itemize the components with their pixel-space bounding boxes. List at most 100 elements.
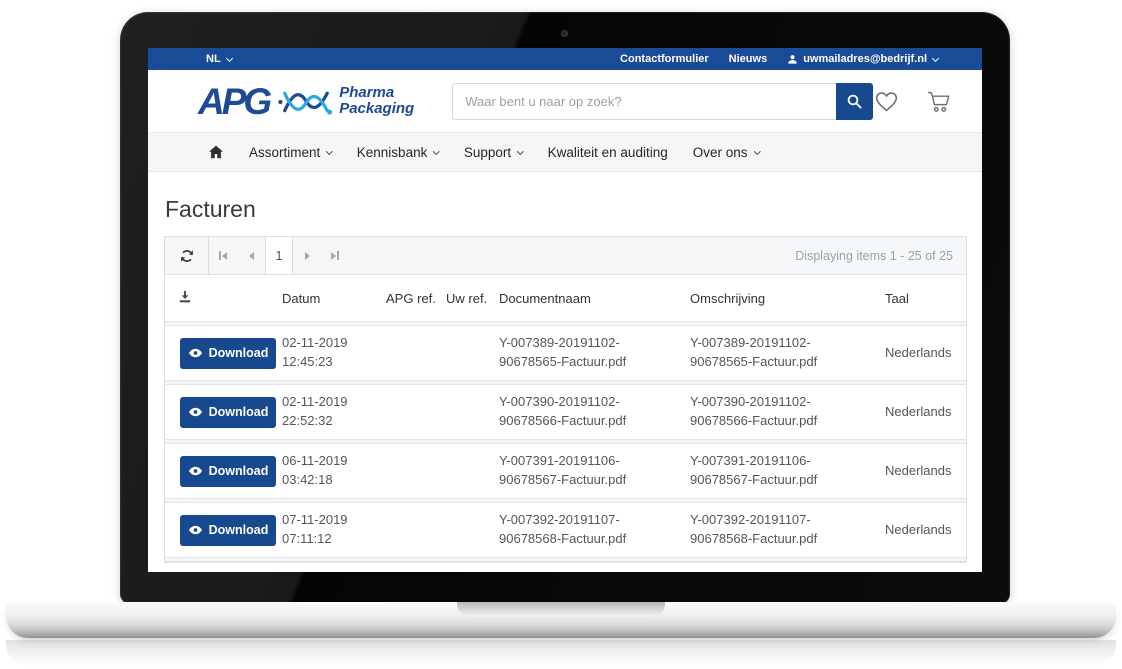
table-header-row: Datum APG ref. Uw ref. Documentnaam Omsc… — [165, 275, 966, 321]
chevron-down-icon — [753, 147, 760, 155]
account-menu[interactable]: uwmailadres@bedrijf.nl — [787, 53, 940, 65]
download-button-label: Download — [208, 464, 269, 478]
logo-line2: Packaging — [339, 100, 415, 117]
nav-label: Kennisbank — [356, 144, 428, 160]
news-link[interactable]: Nieuws — [729, 53, 768, 65]
nav-item-support[interactable]: Support — [463, 144, 524, 160]
nav-label: Kwaliteit en auditing — [547, 144, 668, 160]
nav-home[interactable] — [208, 145, 224, 159]
logo-acronym: APG — [198, 80, 272, 122]
news-link-label: Nieuws — [728, 53, 768, 65]
row-divider — [165, 439, 966, 444]
contact-link-label: Contactformulier — [620, 53, 709, 65]
search-button[interactable] — [836, 82, 874, 120]
invoices-panel: 1 Displaying items 1 - 25 of 25 — [164, 236, 967, 563]
account-email: uwmailadres@bedrijf.nl — [803, 53, 927, 65]
download-button-label: Download — [208, 405, 269, 419]
cell-datum: 02-11-2019 22:52:32 — [282, 394, 348, 428]
last-page-icon — [331, 251, 339, 260]
nav-label: Over ons — [692, 144, 748, 160]
language-selector[interactable]: NL — [206, 53, 233, 65]
home-icon — [209, 145, 223, 159]
cell-documentnaam: Y-007390-20191102- 90678566-Factuur.pdf — [499, 394, 627, 428]
eye-icon — [188, 466, 202, 476]
topbar: NL Contactformulier Nieuws uwmailadres@b… — [148, 48, 982, 70]
current-page-indicator[interactable]: 1 — [265, 237, 293, 274]
previous-page-button[interactable] — [237, 237, 265, 274]
chevron-down-icon — [931, 54, 940, 62]
nav-item-over-ons[interactable]: Over ons — [692, 144, 760, 160]
nav-label: Support — [463, 144, 512, 160]
laptop-screen-frame: NL Contactformulier Nieuws uwmailadres@b… — [120, 12, 1010, 604]
download-button[interactable]: Download — [180, 455, 276, 487]
cell-documentnaam: Y-007391-20191106- 90678567-Factuur.pdf — [499, 453, 627, 487]
cart-button[interactable] — [925, 89, 953, 114]
chevron-down-icon — [433, 147, 440, 155]
last-page-button[interactable] — [321, 237, 349, 274]
wishlist-button[interactable] — [873, 89, 900, 113]
laptop-base-notch — [457, 602, 665, 617]
nav-item-kwaliteit[interactable]: Kwaliteit en auditing — [548, 145, 668, 160]
cell-omschrijving: Y-007392-20191107- 90678568-Factuur.pdf — [690, 512, 818, 546]
col-header-omschrijving: Omschrijving — [690, 290, 766, 306]
previous-page-icon — [248, 251, 254, 260]
laptop-reflection — [6, 640, 1116, 666]
cell-datum: 02-11-2019 12:45:23 — [282, 335, 348, 369]
search-input[interactable] — [452, 82, 837, 120]
invoice-row: Download 02-11-2019 22:52:32 Y-007390-201… — [165, 385, 966, 439]
refresh-button[interactable] — [165, 237, 209, 274]
heart-icon — [876, 92, 898, 112]
first-page-button[interactable] — [209, 237, 237, 274]
nav-item-assortiment[interactable]: Assortiment — [249, 144, 333, 160]
cell-taal: Nederlands — [885, 462, 952, 478]
first-page-icon — [219, 251, 227, 260]
cell-documentnaam: Y-007392-20191107- 90678568-Factuur.pdf — [499, 512, 627, 546]
nav-item-kennisbank[interactable]: Kennisbank — [356, 144, 440, 160]
next-page-icon — [304, 251, 310, 260]
cell-taal: Nederlands — [885, 403, 952, 419]
cell-documentnaam: Y-007389-20191102- 90678565-Factuur.pdf — [499, 335, 627, 369]
pagination: 1 — [209, 237, 349, 274]
nav-label: Assortiment — [249, 144, 321, 160]
page-title: Facturen — [165, 196, 256, 222]
cell-datum: 06-11-2019 03:42:18 — [282, 453, 348, 487]
download-button[interactable]: Download — [180, 396, 276, 428]
search-bar — [452, 82, 874, 120]
eye-icon — [188, 348, 202, 358]
items-count-status: Displaying items 1 - 25 of 25 — [795, 248, 953, 263]
row-divider — [165, 498, 966, 503]
invoice-row: Download 06-11-2019 03:42:18 Y-007391-201… — [165, 444, 966, 498]
download-button[interactable]: Download — [180, 337, 276, 369]
col-header-documentnaam: Documentnaam — [499, 290, 591, 306]
chevron-down-icon — [326, 147, 333, 155]
next-page-button[interactable] — [293, 237, 321, 274]
cell-omschrijving: Y-007389-20191102- 90678565-Factuur.pdf — [690, 335, 818, 369]
company-logo[interactable]: APG Pharma Packaging — [198, 83, 414, 120]
contact-link[interactable]: Contactformulier — [620, 53, 709, 65]
col-header-apg-ref: APG ref. — [386, 290, 436, 306]
download-button-label: Download — [208, 346, 269, 360]
browser-viewport: NL Contactformulier Nieuws uwmailadres@b… — [148, 48, 982, 572]
logo-line1: Pharma — [339, 83, 395, 101]
row-divider — [165, 557, 966, 562]
cell-taal: Nederlands — [885, 344, 952, 360]
person-icon — [788, 54, 797, 64]
download-column-icon — [179, 290, 191, 302]
download-button[interactable]: Download — [180, 514, 276, 546]
cell-datum: 07-11-2019 07:11:12 — [282, 512, 348, 546]
search-icon — [847, 94, 862, 108]
laptop-base — [6, 602, 1116, 638]
col-header-datum: Datum — [282, 290, 321, 306]
cart-icon — [928, 91, 950, 112]
site-header: APG Pharma Packaging — [148, 70, 982, 132]
row-divider — [165, 321, 966, 326]
chevron-down-icon — [225, 54, 233, 62]
main-nav: Assortiment Kennisbank Support Kwaliteit… — [148, 132, 982, 172]
language-label: NL — [206, 53, 221, 65]
row-divider — [165, 380, 966, 385]
logo-text: Pharma Packaging — [339, 83, 415, 118]
chevron-down-icon — [517, 147, 524, 155]
invoice-row: Download 07-11-2019 07:11:12 Y-007392-201… — [165, 503, 966, 557]
eye-icon — [188, 525, 202, 535]
